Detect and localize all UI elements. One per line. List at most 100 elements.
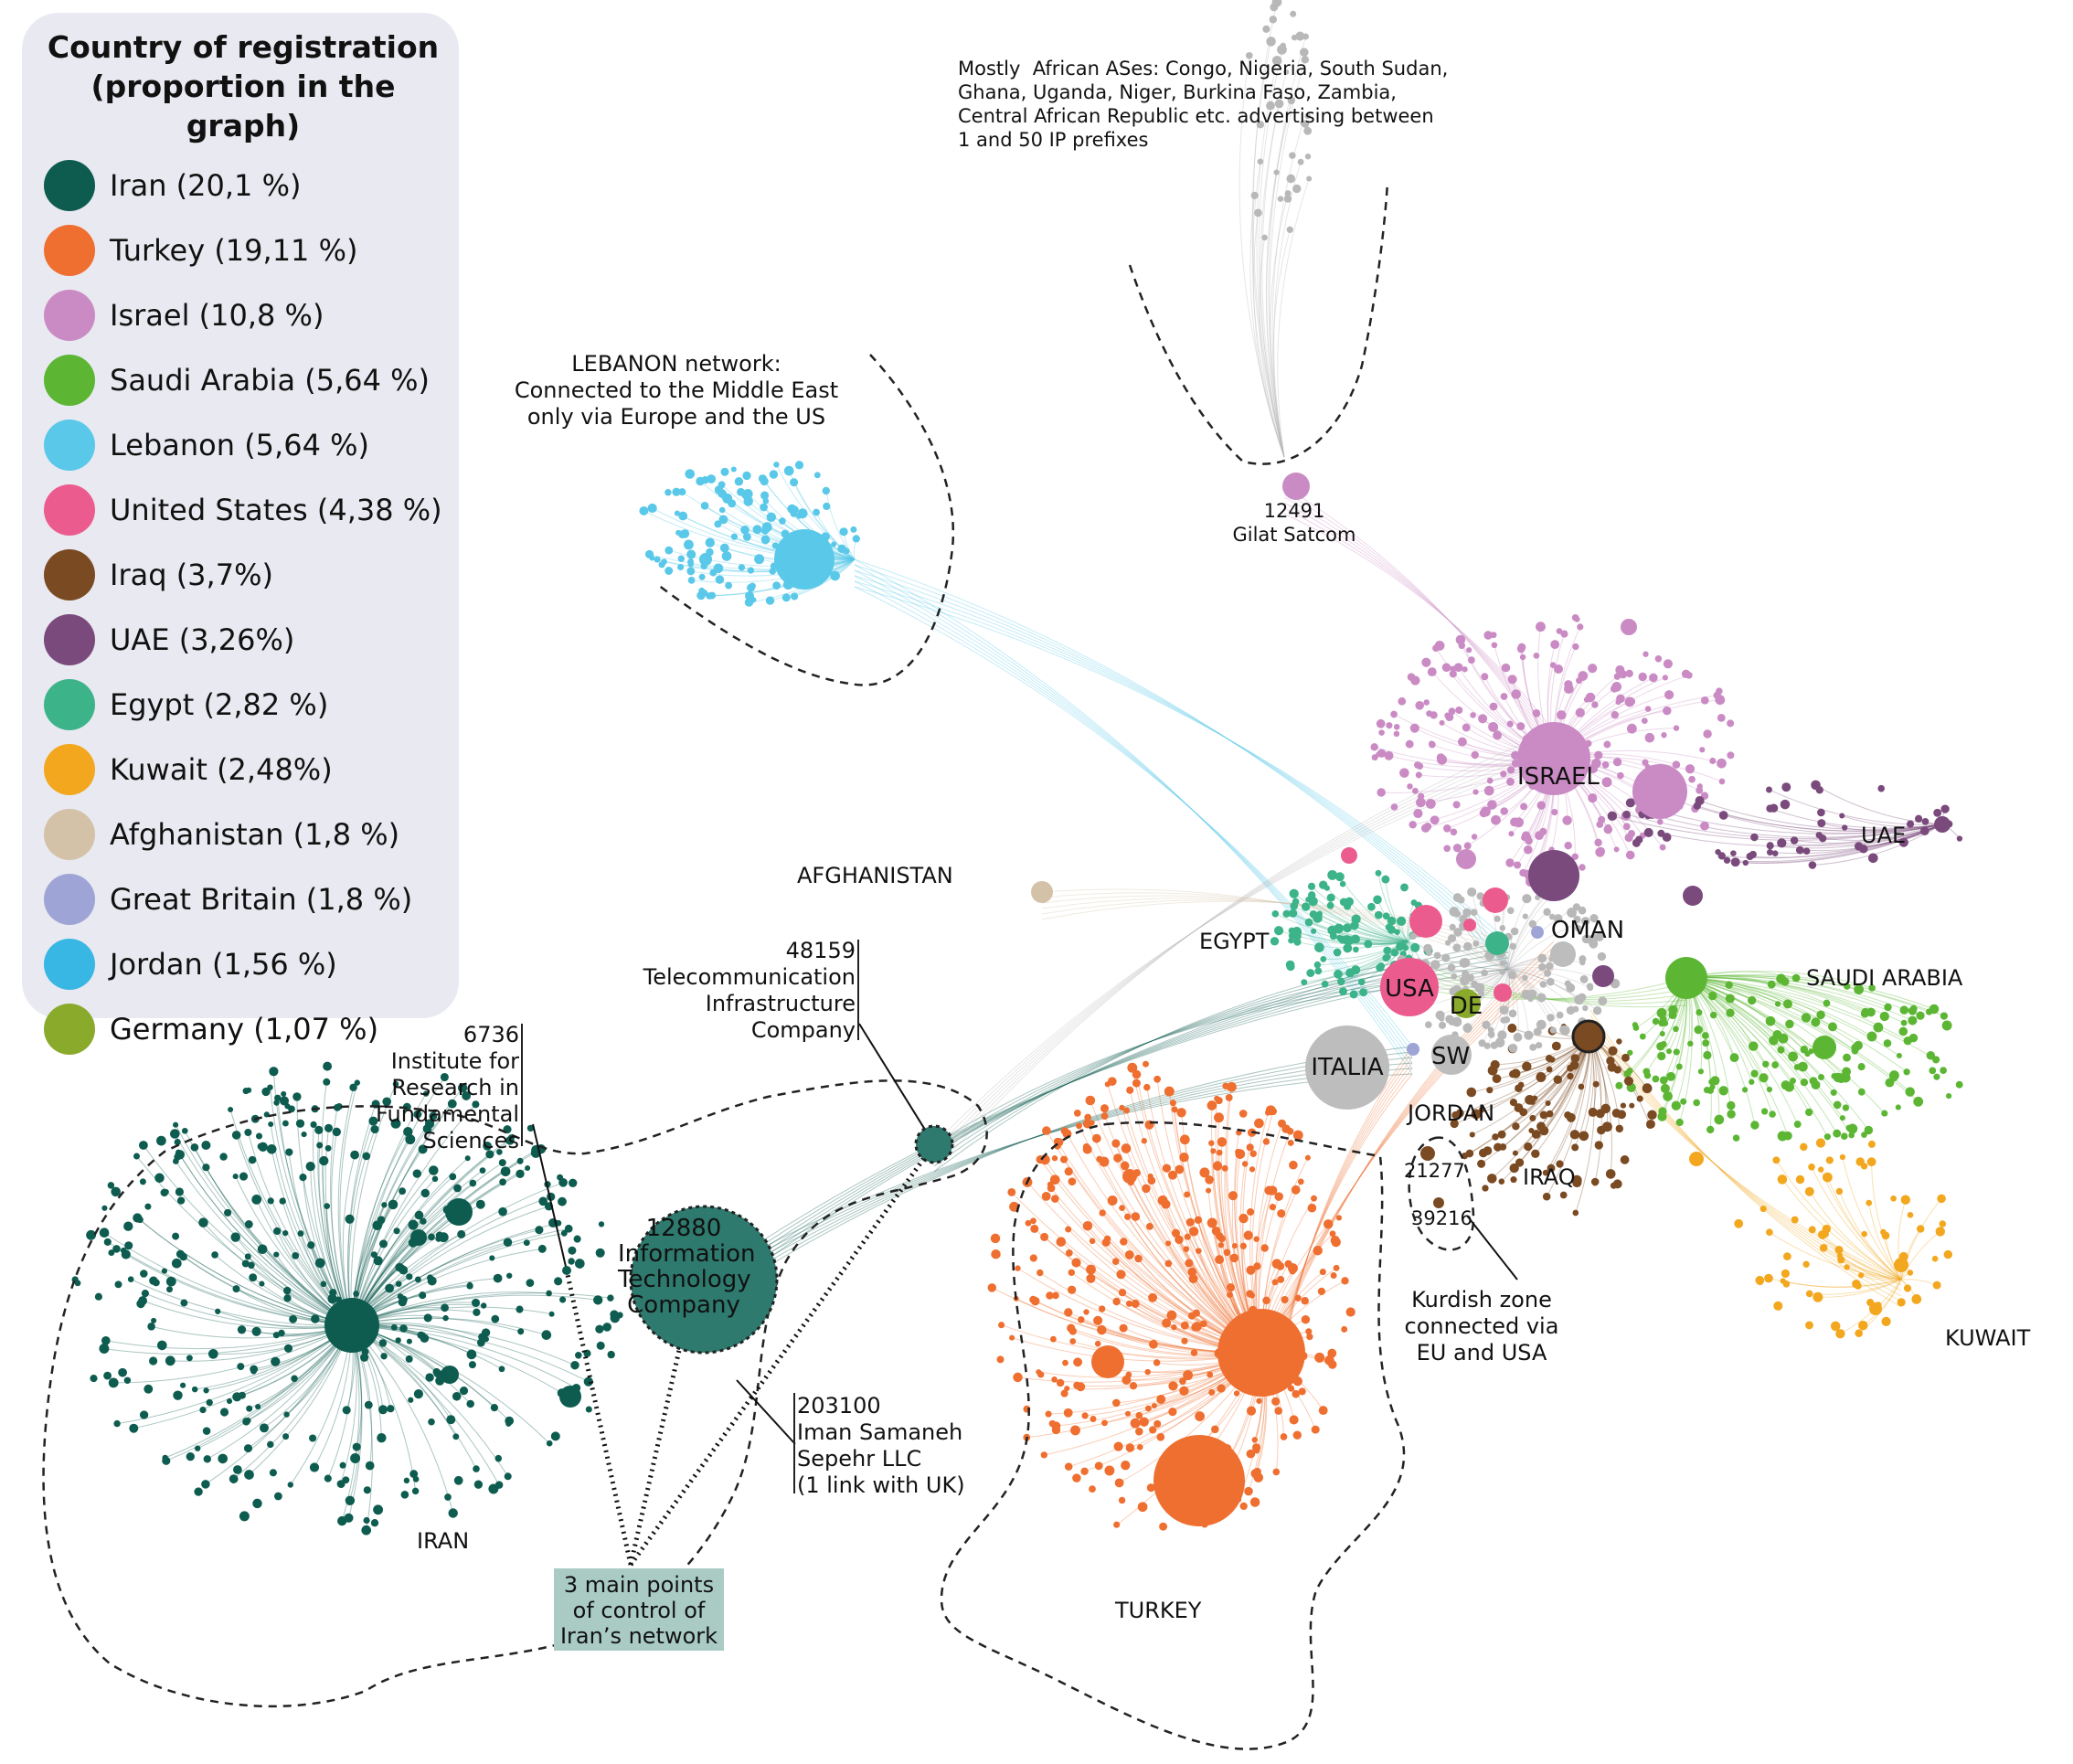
graph-node — [1254, 208, 1262, 218]
graph-edge — [1266, 100, 1293, 458]
graph-edge — [1900, 1228, 1921, 1280]
graph-node — [403, 1126, 413, 1137]
graph-node — [1047, 1184, 1056, 1193]
graph-node — [1524, 845, 1533, 855]
graph-node — [1206, 1187, 1212, 1194]
legend-swatch — [44, 678, 95, 730]
graph-node — [1508, 1043, 1518, 1053]
graph-node — [1289, 1160, 1298, 1170]
graph-node — [678, 511, 688, 521]
lebanon-node — [699, 553, 712, 566]
graph-node — [1071, 1258, 1081, 1268]
graph-node — [1772, 1156, 1781, 1164]
as48159-node — [914, 1124, 954, 1164]
graph-node — [1400, 883, 1409, 892]
graph-node — [1271, 1279, 1279, 1286]
graph-node — [734, 477, 744, 486]
graph-node — [714, 520, 722, 528]
graph-node — [595, 1248, 605, 1258]
graph-node — [1159, 1522, 1168, 1531]
graph-node — [1766, 848, 1774, 856]
graph-node — [1311, 1425, 1320, 1434]
graph-node — [1506, 766, 1515, 774]
graph-node — [1060, 1389, 1068, 1397]
graph-node — [1726, 1008, 1735, 1017]
graph-node — [1127, 1062, 1138, 1073]
graph-node — [453, 1184, 462, 1193]
graph-node — [399, 1187, 407, 1195]
graph-node — [1482, 1020, 1491, 1029]
graph-node — [1492, 1074, 1502, 1084]
graph-node — [1848, 1132, 1855, 1139]
graph-node — [1549, 662, 1557, 669]
graph-node — [1725, 994, 1735, 1004]
graph-node — [271, 1356, 281, 1366]
graph-node — [1857, 1272, 1865, 1279]
graph-node — [1317, 1287, 1326, 1296]
graph-edge — [1265, 100, 1292, 458]
graph-node — [797, 508, 808, 519]
graph-node — [1486, 777, 1494, 784]
graph-node — [1452, 844, 1462, 853]
graph-node — [1644, 732, 1655, 743]
graph-node — [752, 525, 762, 535]
graph-node — [1900, 1019, 1908, 1026]
graph-edge — [1611, 815, 1943, 841]
graph-node — [1659, 1030, 1665, 1037]
graph-node — [1956, 835, 1963, 842]
iran-label: IRAN — [417, 1528, 470, 1554]
graph-edge — [351, 1103, 476, 1326]
graph-edge — [1823, 1247, 1902, 1280]
graph-node — [537, 1244, 547, 1253]
graph-node — [1122, 1375, 1132, 1385]
graph-node — [390, 1118, 401, 1129]
as12880-node — [629, 1205, 779, 1355]
graph-node — [1231, 1243, 1238, 1249]
legend-label: Iran (20,1 %) — [110, 167, 302, 203]
graph-node — [730, 533, 739, 540]
graph-node — [273, 1492, 282, 1501]
graph-node — [417, 1331, 425, 1339]
legend-label: Jordan (1,56 %) — [110, 946, 337, 982]
graph-node — [251, 1195, 262, 1205]
graph-node — [1040, 1451, 1047, 1459]
graph-edge — [1842, 814, 1943, 828]
graph-node — [498, 1159, 506, 1167]
graph-node — [1527, 995, 1534, 1003]
graph-edge — [1550, 1036, 1591, 1169]
graph-node — [435, 1231, 444, 1239]
graph-node — [1809, 1077, 1818, 1085]
graph-node — [349, 1083, 357, 1092]
graph-node — [219, 1153, 228, 1161]
graph-node — [1585, 692, 1596, 703]
graph-node — [1854, 842, 1864, 851]
graph-node — [850, 526, 857, 533]
graph-node — [305, 1161, 315, 1172]
graph-node — [1805, 1321, 1813, 1330]
graph-node — [813, 472, 821, 479]
graph-node — [1479, 1106, 1485, 1113]
legend-swatch — [44, 873, 95, 925]
graph-node — [1387, 916, 1397, 926]
graph-edge — [1841, 1259, 1902, 1280]
graph-node — [1146, 1483, 1155, 1493]
graph-node — [378, 1405, 388, 1415]
oman-label: OMAN — [1550, 917, 1625, 944]
graph-node — [664, 546, 674, 555]
graph-node — [1494, 915, 1501, 922]
graph-edge — [1685, 977, 1810, 1113]
iran-node — [559, 1386, 581, 1408]
graph-node — [560, 1229, 568, 1237]
graph-node — [1553, 914, 1563, 923]
legend-label: Saudi Arabia (5,64 %) — [110, 362, 431, 398]
graph-node — [1642, 1068, 1651, 1076]
graph-node — [1114, 1478, 1124, 1488]
graph-node — [677, 563, 685, 571]
graph-node — [1262, 25, 1270, 33]
graph-node — [1529, 1043, 1537, 1051]
graph-node — [1939, 1220, 1947, 1227]
graph-node — [1564, 1111, 1572, 1119]
graph-node — [364, 1400, 373, 1409]
graph-node — [1287, 1139, 1294, 1146]
graph-node — [1375, 869, 1382, 877]
